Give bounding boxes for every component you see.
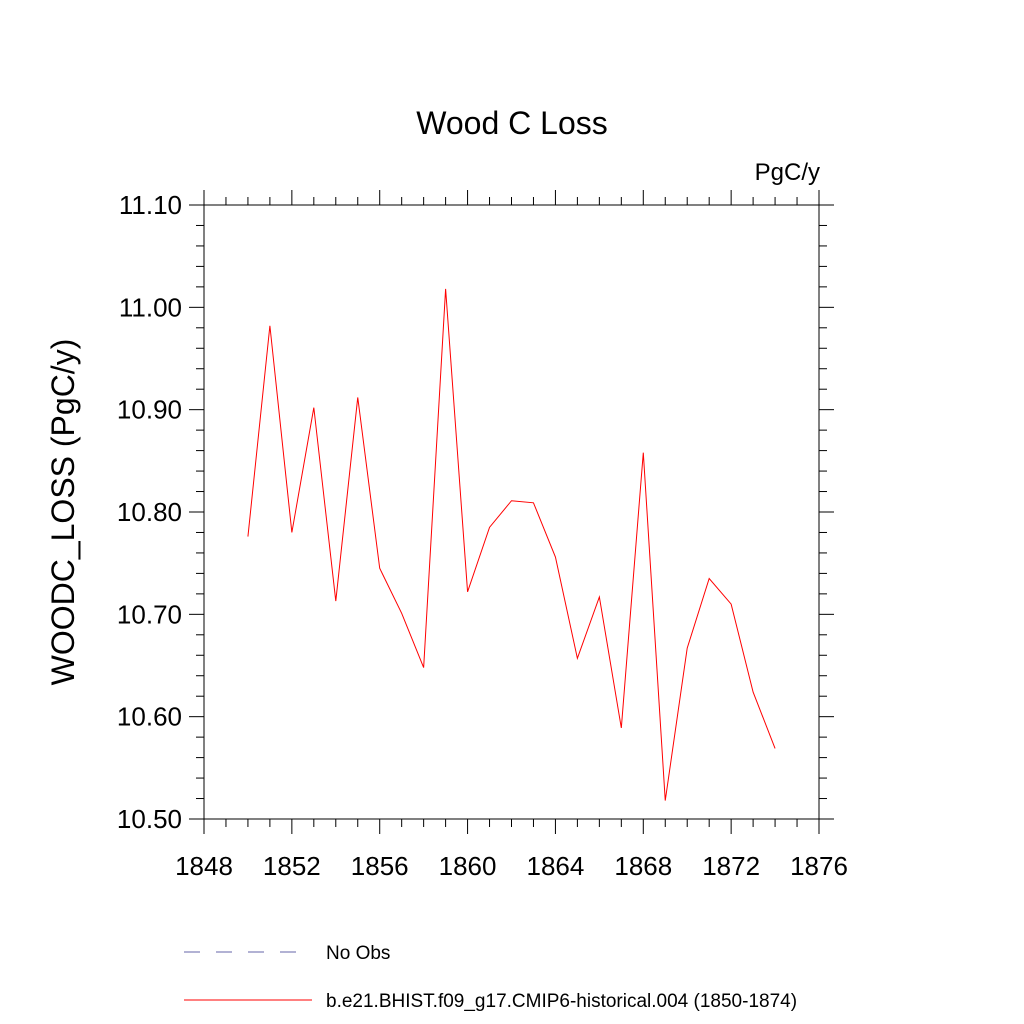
x-tick-label: 1868 <box>614 851 672 881</box>
x-tick-label: 1864 <box>527 851 585 881</box>
y-tick-label: 11.10 <box>119 190 182 220</box>
y-tick-label: 10.60 <box>117 702 182 732</box>
x-tick-label: 1848 <box>175 851 233 881</box>
axis-ticks: 1848 1852 1856 1860 1864 1868 1872 1876 10.50 10.… <box>117 190 848 881</box>
x-tick-label: 1872 <box>702 851 760 881</box>
x-tick-label: 1876 <box>790 851 848 881</box>
legend-label: No Obs <box>326 943 390 964</box>
y-tick-label: 10.90 <box>117 395 182 425</box>
x-tick-label: 1852 <box>263 851 321 881</box>
legend: No Obs b.e21.BHIST.f09_g17.CMIP6-historic… <box>184 943 797 1012</box>
chart-title: Wood C Loss <box>416 105 608 141</box>
units-label: PgC/y <box>755 159 820 186</box>
legend-label: b.e21.BHIST.f09_g17.CMIP6-historical.004… <box>326 991 797 1012</box>
y-tick-label: 10.50 <box>117 804 182 834</box>
y-axis-label: WOODC_LOSS (PgC/y) <box>45 339 81 686</box>
x-tick-label: 1856 <box>351 851 409 881</box>
plot-frame <box>203 204 820 820</box>
y-tick-label: 11.00 <box>119 292 182 322</box>
y-tick-label: 10.80 <box>117 497 182 527</box>
x-tick-label: 1860 <box>439 851 497 881</box>
series-layer <box>247 288 776 801</box>
series-line <box>247 288 776 801</box>
y-tick-label: 10.70 <box>117 599 182 629</box>
